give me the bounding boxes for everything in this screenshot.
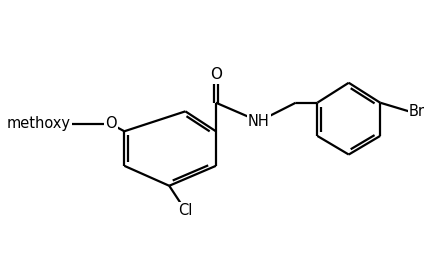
Text: methoxy: methoxy [7,116,71,131]
Text: Cl: Cl [178,203,192,218]
Text: NH: NH [247,114,269,129]
Text: Br: Br [408,104,424,119]
Text: O: O [105,116,117,131]
Text: O: O [209,67,221,82]
